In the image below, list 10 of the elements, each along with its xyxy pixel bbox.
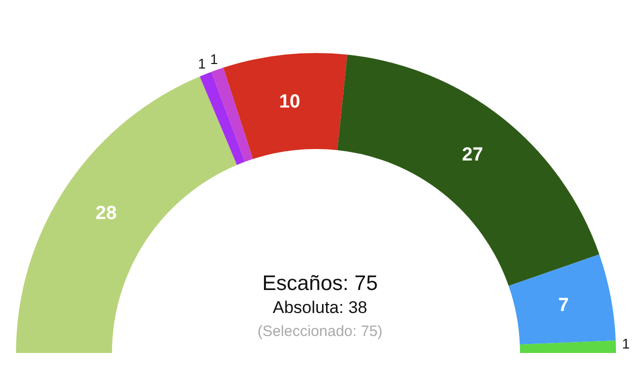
text: (Seleccionado: 75) bbox=[256, 322, 384, 342]
data-label: 1 bbox=[210, 51, 218, 68]
text: Absoluta: 38 bbox=[272, 297, 368, 319]
data-label: 7 bbox=[558, 295, 569, 316]
data-label: 27 bbox=[462, 144, 484, 166]
data-label: 1 bbox=[622, 335, 630, 352]
data-label: 1 bbox=[198, 56, 206, 72]
text: Escaños: 75 bbox=[261, 272, 379, 296]
data-label: 28 bbox=[96, 202, 117, 224]
data-label: 10 bbox=[279, 92, 300, 113]
